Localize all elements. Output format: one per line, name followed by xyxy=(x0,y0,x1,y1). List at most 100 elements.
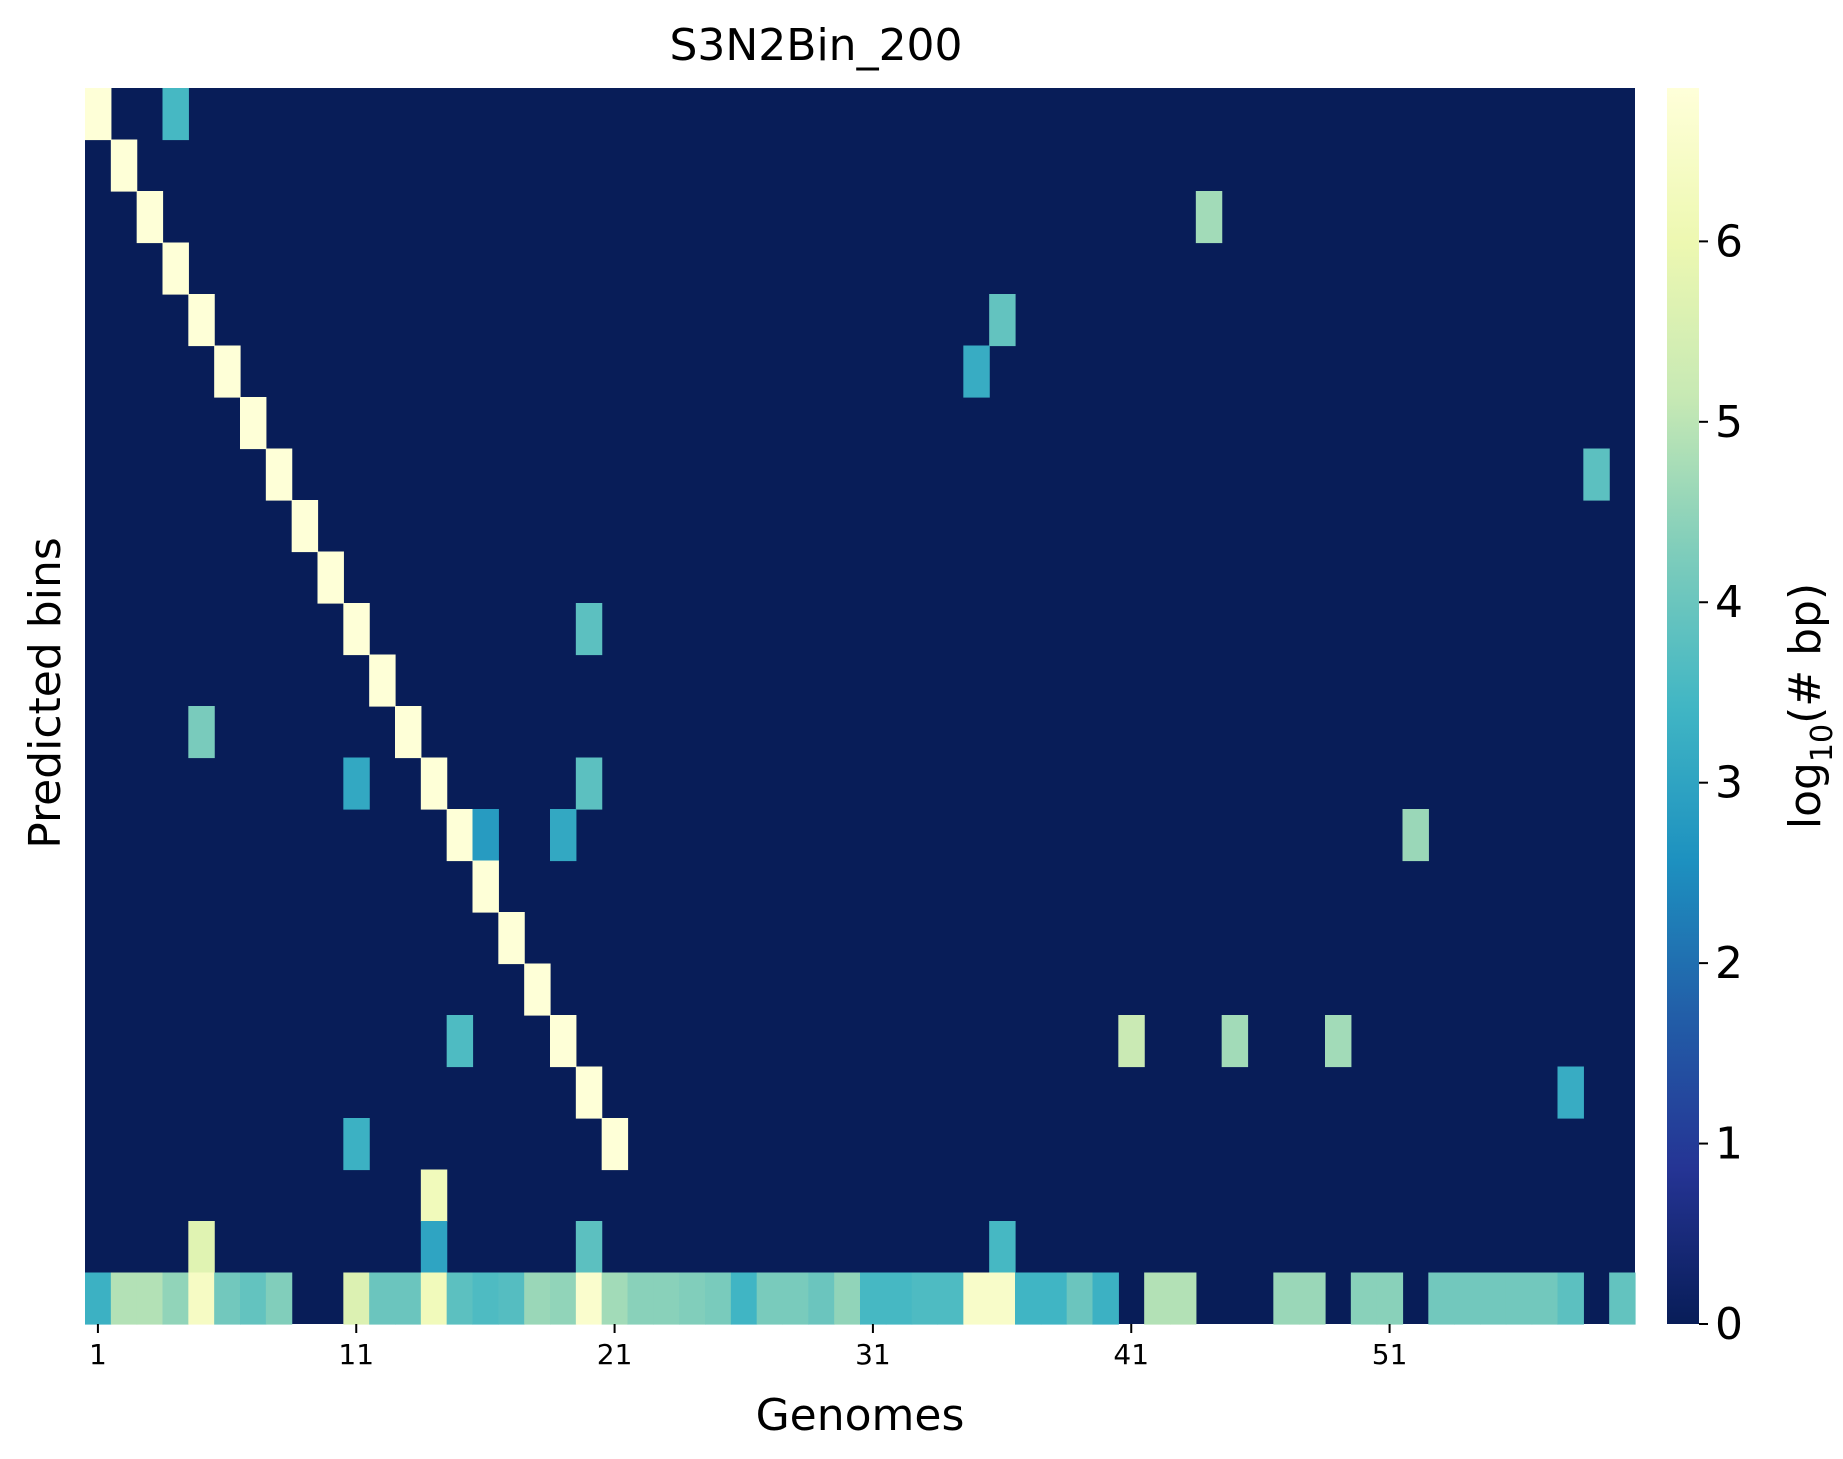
heatmap-cell xyxy=(395,706,422,759)
heatmap-cell xyxy=(446,1015,474,1068)
heatmap-cell xyxy=(1325,1015,1352,1068)
heatmap-cell xyxy=(963,1272,990,1325)
heatmap-area xyxy=(85,88,1636,1325)
x-tick-label: 11 xyxy=(338,1338,374,1371)
x-tick-label: 1 xyxy=(89,1338,107,1371)
heatmap-cell xyxy=(498,1272,525,1325)
heatmap-cell xyxy=(1480,1272,1507,1325)
heatmap-cell xyxy=(575,1066,603,1119)
heatmap-cell xyxy=(472,860,499,913)
heatmap-cell xyxy=(575,603,603,656)
x-tick-label: 41 xyxy=(1113,1338,1149,1371)
heatmap-cell xyxy=(885,1272,913,1325)
x-tick-label: 31 xyxy=(855,1338,891,1371)
colorbar-tick-label: 0 xyxy=(1715,1299,1743,1350)
heatmap-cell xyxy=(1454,1272,1481,1325)
heatmap-cell xyxy=(265,1272,293,1325)
heatmap-cell xyxy=(1350,1272,1378,1325)
heatmap-cell xyxy=(188,1272,215,1325)
heatmap-cell xyxy=(1428,1272,1455,1325)
heatmap-cell xyxy=(498,912,525,965)
heatmap-cell xyxy=(1195,191,1223,244)
heatmap-cell xyxy=(162,242,189,295)
heatmap-cell xyxy=(1557,1066,1584,1119)
chart-title: S3N2Bin_200 xyxy=(669,20,962,71)
heatmap-cell xyxy=(575,1221,603,1274)
heatmap-cell xyxy=(963,345,990,398)
heatmap-cell xyxy=(472,1272,499,1325)
heatmap-cell xyxy=(369,654,396,707)
heatmap-cell xyxy=(1557,1272,1584,1325)
heatmap-cell xyxy=(188,1221,215,1274)
colorbar xyxy=(1667,88,1699,1324)
heatmap-cell xyxy=(110,1272,138,1325)
heatmap-cell xyxy=(446,1272,474,1325)
heatmap-cell xyxy=(214,345,241,398)
heatmap-cell xyxy=(989,294,1016,347)
heatmap-cell xyxy=(343,757,370,810)
heatmap-cell xyxy=(136,1272,164,1325)
colorbar-label: log10(# bp) xyxy=(1780,583,1840,829)
x-tick-label: 51 xyxy=(1372,1338,1408,1371)
heatmap-cell xyxy=(265,448,293,501)
x-axis-ticks: 1 11 21 31 41 51 xyxy=(89,1324,1407,1371)
heatmap-cell xyxy=(575,757,603,810)
heatmap-cell xyxy=(369,1272,396,1325)
heatmap-cell xyxy=(188,294,215,347)
heatmap-cell xyxy=(1609,1272,1636,1325)
heatmap-cell xyxy=(136,191,164,244)
heatmap-cell xyxy=(162,1272,189,1325)
heatmap-cell xyxy=(240,1272,267,1325)
heatmap-cell xyxy=(1583,448,1610,501)
colorbar-label-main: log xyxy=(1780,762,1831,829)
heatmap-cell xyxy=(550,809,577,862)
colorbar-tick-label: 3 xyxy=(1715,758,1743,809)
heatmap-cell xyxy=(1402,809,1429,862)
heatmap-cell xyxy=(730,1272,758,1325)
heatmap-cell xyxy=(1376,1272,1404,1325)
heatmap-cell xyxy=(1531,1272,1559,1325)
colorbar-tick-label: 2 xyxy=(1715,938,1743,989)
heatmap-cell xyxy=(420,1169,448,1222)
x-axis-label: Genomes xyxy=(756,1390,965,1441)
heatmap-cell xyxy=(834,1272,861,1325)
heatmap-cell xyxy=(705,1272,732,1325)
heatmap-cell xyxy=(627,1272,654,1325)
heatmap-cell xyxy=(1505,1272,1533,1325)
heatmap-cell xyxy=(1066,1272,1094,1325)
heatmap-cell xyxy=(1273,1272,1300,1325)
heatmap-cell xyxy=(989,1221,1016,1274)
heatmap-cell xyxy=(85,88,112,141)
heatmap-cell xyxy=(85,1272,112,1325)
heatmap-cell xyxy=(162,88,189,141)
heatmap-cell xyxy=(575,1272,603,1325)
colorbar-tick-label: 6 xyxy=(1715,216,1743,267)
heatmap-cell xyxy=(860,1272,887,1325)
heatmap-cell xyxy=(937,1272,964,1325)
heatmap-cell xyxy=(446,809,474,862)
heatmap-cell xyxy=(420,1272,448,1325)
heatmap-cell xyxy=(524,1272,551,1325)
heatmap-cell xyxy=(524,963,551,1016)
heatmap-cell xyxy=(911,1272,939,1325)
heatmap-cell xyxy=(472,809,499,862)
heatmap-cell xyxy=(782,1272,809,1325)
heatmap-cell xyxy=(395,1272,422,1325)
colorbar-tick-label: 1 xyxy=(1715,1119,1743,1170)
heatmap-cell xyxy=(679,1272,706,1325)
heatmap-cell xyxy=(653,1272,680,1325)
colorbar-tick-label: 4 xyxy=(1715,577,1743,628)
heatmap-cell xyxy=(756,1272,784,1325)
heatmap-cell xyxy=(808,1272,835,1325)
heatmap-cell xyxy=(420,1221,448,1274)
heatmap-cell xyxy=(317,551,344,604)
heatmap-cell xyxy=(1015,1272,1042,1325)
heatmap-cell xyxy=(343,1272,370,1325)
heatmap-cell xyxy=(343,603,370,656)
colorbar-tick-label: 5 xyxy=(1715,397,1743,448)
heatmap-cell xyxy=(291,500,319,553)
heatmap-cell xyxy=(1144,1272,1171,1325)
y-axis-label: Predicted bins xyxy=(20,537,71,849)
heatmap-cell xyxy=(1092,1272,1119,1325)
